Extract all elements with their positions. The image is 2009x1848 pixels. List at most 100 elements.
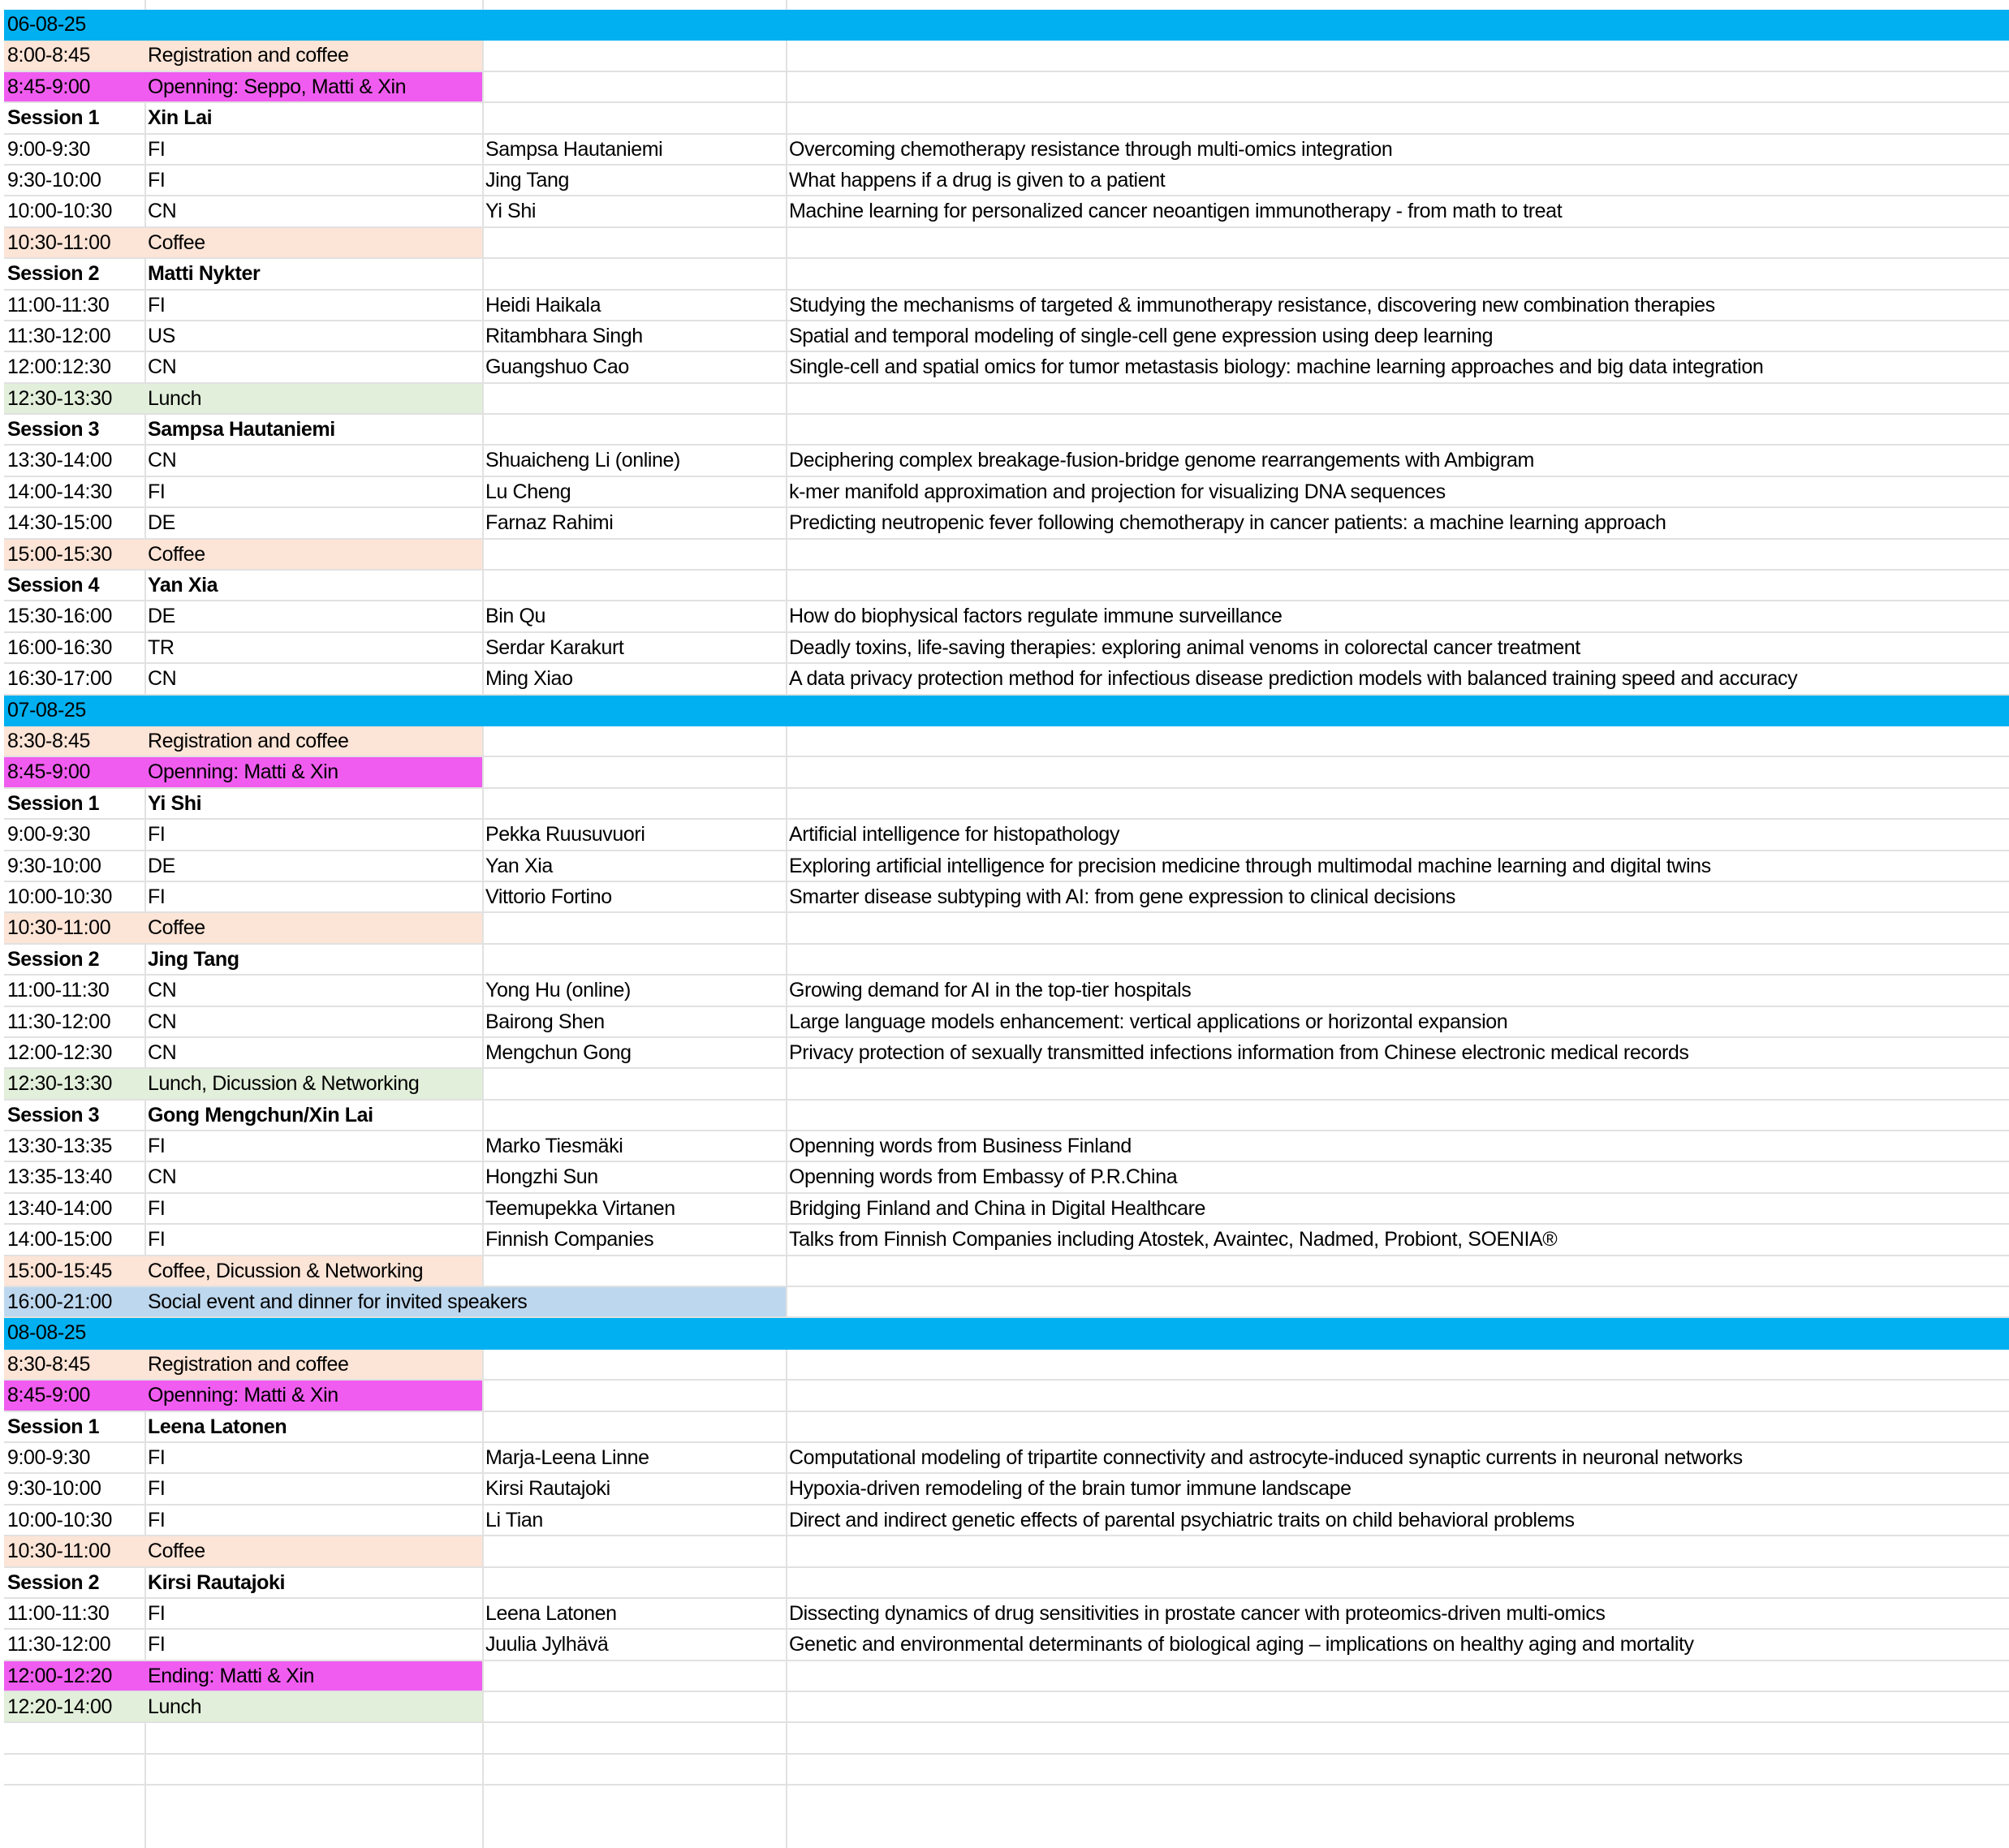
time-cell[interactable]: 12:00:12:30 xyxy=(7,355,111,379)
speaker-cell[interactable]: Lu Cheng xyxy=(485,480,571,503)
time-cell[interactable]: 16:00-16:30 xyxy=(7,635,113,659)
country-cell[interactable]: TR xyxy=(148,635,175,659)
chair-cell[interactable]: Xin Lai xyxy=(148,106,213,130)
country-cell[interactable]: US xyxy=(148,324,175,347)
time-cell[interactable]: Session 2 xyxy=(7,262,100,286)
talk-title-cell[interactable]: Studying the mechanisms of targeted & im… xyxy=(789,293,1715,317)
event-cell[interactable]: Coffee xyxy=(148,230,205,254)
country-cell[interactable]: CN xyxy=(148,355,177,379)
event-cell[interactable]: Social event and dinner for invited spea… xyxy=(148,1290,528,1314)
speaker-cell[interactable]: Kirsi Rautajoki xyxy=(485,1477,610,1501)
speaker-cell[interactable]: Guangshuo Cao xyxy=(485,355,629,379)
event-cell[interactable]: Registration and coffee xyxy=(148,1352,349,1376)
chair-cell[interactable]: Kirsi Rautajoki xyxy=(148,1570,286,1594)
speaker-cell[interactable]: Yi Shi xyxy=(485,200,536,223)
speaker-cell[interactable]: Pekka Ruusuvuori xyxy=(485,823,645,846)
country-cell[interactable]: CN xyxy=(148,1165,177,1189)
time-cell[interactable]: 14:00-14:30 xyxy=(7,480,113,503)
event-cell[interactable]: Lunch xyxy=(148,1695,202,1719)
time-cell[interactable]: 9:30-10:00 xyxy=(7,1477,101,1501)
time-cell[interactable]: Session 4 xyxy=(7,574,100,597)
talk-title-cell[interactable]: Deciphering complex breakage-fusion-brid… xyxy=(789,449,1534,472)
talk-title-cell[interactable]: How do biophysical factors regulate immu… xyxy=(789,605,1283,628)
speaker-cell[interactable]: Marja-Leena Linne xyxy=(485,1445,649,1469)
event-cell[interactable]: Lunch xyxy=(148,386,202,410)
country-cell[interactable]: FI xyxy=(148,1477,166,1501)
country-cell[interactable]: FI xyxy=(148,293,166,317)
speaker-cell[interactable]: Serdar Karakurt xyxy=(485,635,624,659)
talk-title-cell[interactable]: Overcoming chemotherapy resistance throu… xyxy=(789,137,1393,161)
country-cell[interactable]: FI xyxy=(148,823,166,846)
time-cell[interactable]: 13:40-14:00 xyxy=(7,1196,113,1220)
time-cell[interactable]: 13:30-13:35 xyxy=(7,1135,113,1158)
time-cell[interactable]: 12:30-13:30 xyxy=(7,386,113,410)
talk-title-cell[interactable]: A data privacy protection method for inf… xyxy=(789,667,1798,691)
talk-title-cell[interactable]: Artificial intelligence for histopatholo… xyxy=(789,823,1120,846)
speaker-cell[interactable]: Mengchun Gong xyxy=(485,1040,632,1064)
talk-title-cell[interactable]: Spatial and temporal modeling of single-… xyxy=(789,324,1494,347)
time-cell[interactable]: 14:00-15:00 xyxy=(7,1228,113,1251)
talk-title-cell[interactable]: Genetic and environmental determinants o… xyxy=(789,1633,1694,1656)
event-cell[interactable]: Coffee xyxy=(148,1540,205,1563)
speaker-cell[interactable]: Vittorio Fortino xyxy=(485,885,612,908)
event-cell[interactable]: Coffee, Dicussion & Networking xyxy=(148,1259,424,1282)
talk-title-cell[interactable]: Hypoxia-driven remodeling of the brain t… xyxy=(789,1477,1352,1501)
time-cell[interactable]: 12:30-13:30 xyxy=(7,1072,113,1096)
time-cell[interactable]: 10:30-11:00 xyxy=(7,230,111,254)
event-cell[interactable]: Coffee xyxy=(148,542,205,566)
time-cell[interactable]: Session 2 xyxy=(7,1570,100,1594)
country-cell[interactable]: FI xyxy=(148,168,166,192)
time-cell[interactable]: Session 1 xyxy=(7,791,100,815)
event-cell[interactable]: Openning: Seppo, Matti & Xin xyxy=(148,75,407,98)
time-cell[interactable]: 13:35-13:40 xyxy=(7,1165,113,1189)
event-cell[interactable]: Lunch, Dicussion & Networking xyxy=(148,1072,420,1096)
event-cell[interactable]: Coffee xyxy=(148,916,205,940)
talk-title-cell[interactable]: Large language models enhancement: verti… xyxy=(789,1010,1508,1033)
time-cell[interactable]: 15:30-16:00 xyxy=(7,605,113,628)
time-cell[interactable]: 13:30-14:00 xyxy=(7,449,113,472)
talk-title-cell[interactable]: Growing demand for AI in the top-tier ho… xyxy=(789,979,1192,1002)
time-cell[interactable]: 16:00-21:00 xyxy=(7,1290,113,1314)
time-cell[interactable]: Session 2 xyxy=(7,947,100,971)
time-cell[interactable]: 9:30-10:00 xyxy=(7,168,101,192)
time-cell[interactable]: 8:30-8:45 xyxy=(7,729,91,752)
time-cell[interactable]: 11:30-12:00 xyxy=(7,1010,111,1033)
talk-title-cell[interactable]: Predicting neutropenic fever following c… xyxy=(789,511,1666,535)
country-cell[interactable]: FI xyxy=(148,1633,166,1656)
day-date[interactable]: 07-08-25 xyxy=(7,698,86,722)
event-cell[interactable]: Ending: Matti & Xin xyxy=(148,1664,315,1687)
time-cell[interactable]: 10:00-10:30 xyxy=(7,885,113,908)
speaker-cell[interactable]: Ming Xiao xyxy=(485,667,573,691)
country-cell[interactable]: CN xyxy=(148,200,177,223)
talk-title-cell[interactable]: Exploring artificial intelligence for pr… xyxy=(789,854,1711,877)
country-cell[interactable]: CN xyxy=(148,449,177,472)
time-cell[interactable]: 10:00-10:30 xyxy=(7,200,113,223)
speaker-cell[interactable]: Li Tian xyxy=(485,1508,543,1531)
day-date[interactable]: 06-08-25 xyxy=(7,13,86,36)
time-cell[interactable]: 11:30-12:00 xyxy=(7,324,111,347)
chair-cell[interactable]: Matti Nykter xyxy=(148,262,261,286)
time-cell[interactable]: 11:00-11:30 xyxy=(7,979,110,1002)
speaker-cell[interactable]: Shuaicheng Li (online) xyxy=(485,449,680,472)
talk-title-cell[interactable]: Single-cell and spatial omics for tumor … xyxy=(789,355,1764,379)
speaker-cell[interactable]: Sampsa Hautaniemi xyxy=(485,137,663,161)
talk-title-cell[interactable]: Direct and indirect genetic effects of p… xyxy=(789,1508,1575,1531)
time-cell[interactable]: 15:00-15:45 xyxy=(7,1259,113,1282)
country-cell[interactable]: FI xyxy=(148,137,166,161)
talk-title-cell[interactable]: Computational modeling of tripartite con… xyxy=(789,1445,1743,1469)
time-cell[interactable]: 8:00-8:45 xyxy=(7,44,91,67)
talk-title-cell[interactable]: Dissecting dynamics of drug sensitivitie… xyxy=(789,1601,1606,1625)
speaker-cell[interactable]: Marko Tiesmäki xyxy=(485,1135,623,1158)
event-cell[interactable]: Registration and coffee xyxy=(148,729,349,752)
speaker-cell[interactable]: Heidi Haikala xyxy=(485,293,601,317)
country-cell[interactable]: CN xyxy=(148,979,177,1002)
time-cell[interactable]: 10:00-10:30 xyxy=(7,1508,113,1531)
country-cell[interactable]: DE xyxy=(148,854,175,877)
time-cell[interactable]: 12:20-14:00 xyxy=(7,1695,113,1719)
speaker-cell[interactable]: Juulia Jylhävä xyxy=(485,1633,609,1656)
chair-cell[interactable]: Sampsa Hautaniemi xyxy=(148,418,335,442)
talk-title-cell[interactable]: Deadly toxins, life-saving therapies: ex… xyxy=(789,635,1580,659)
country-cell[interactable]: FI xyxy=(148,1601,166,1625)
time-cell[interactable]: 12:00-12:20 xyxy=(7,1664,113,1687)
speaker-cell[interactable]: Bairong Shen xyxy=(485,1010,605,1033)
